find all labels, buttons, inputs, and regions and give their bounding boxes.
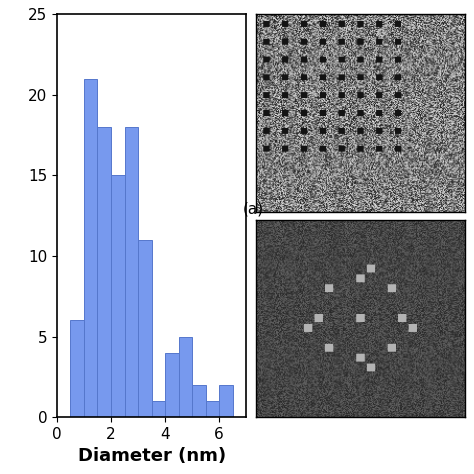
X-axis label: Diameter (nm): Diameter (nm) <box>78 447 226 465</box>
Bar <box>98 127 111 417</box>
Bar <box>111 175 125 417</box>
Bar <box>192 385 206 417</box>
Bar <box>125 127 138 417</box>
Bar <box>165 353 179 417</box>
Bar <box>206 401 219 417</box>
Bar <box>138 240 152 417</box>
Bar <box>219 385 233 417</box>
Bar <box>71 320 84 417</box>
Bar <box>179 337 192 417</box>
Bar <box>152 401 165 417</box>
Bar <box>84 79 98 417</box>
Text: (a): (a) <box>243 201 264 216</box>
